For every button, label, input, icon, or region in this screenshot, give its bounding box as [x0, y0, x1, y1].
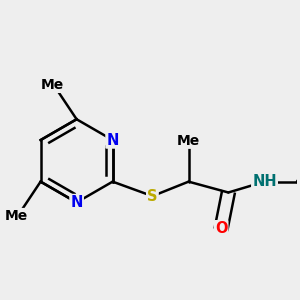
- Text: O: O: [215, 221, 227, 236]
- Text: Me: Me: [177, 134, 200, 148]
- Text: N: N: [106, 133, 119, 148]
- Text: S: S: [147, 189, 158, 204]
- Text: Me: Me: [40, 78, 64, 92]
- Text: NH: NH: [252, 174, 277, 189]
- Text: Me: Me: [4, 209, 28, 223]
- Text: N: N: [70, 195, 83, 210]
